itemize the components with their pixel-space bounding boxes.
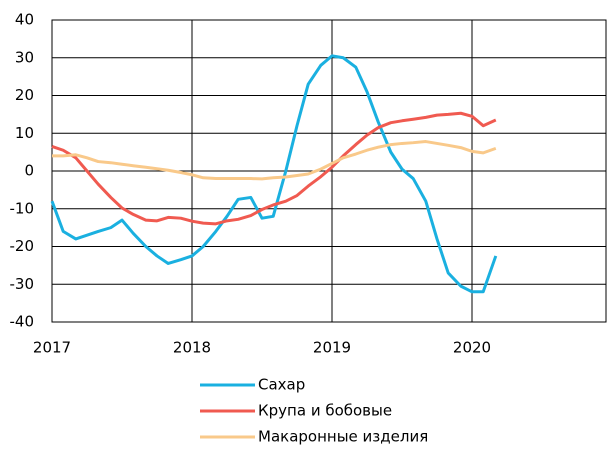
- y-tick-label: 10: [15, 124, 34, 142]
- x-tick-label: 2020: [453, 339, 491, 357]
- line: [52, 140, 497, 181]
- y-tick-label: 30: [15, 48, 34, 66]
- x-tick-label: 2019: [313, 339, 351, 357]
- y-tick-label: -10: [10, 199, 35, 217]
- line: [51, 111, 497, 226]
- line: [50, 54, 498, 294]
- y-tick-label: -30: [10, 275, 35, 293]
- y-tick-label: 0: [24, 162, 34, 180]
- x-tick-label: 2017: [33, 339, 71, 357]
- x-tick-label: 2018: [173, 339, 211, 357]
- legend-label: Макаронные изделия: [258, 428, 428, 446]
- legend-label: Крупа и бобовые: [258, 402, 392, 420]
- legend-label: Сахар: [258, 376, 305, 394]
- y-tick-label: 40: [15, 11, 34, 29]
- y-tick-label: 20: [15, 86, 34, 104]
- y-tick-label: -20: [10, 237, 35, 255]
- y-tick-label: -40: [10, 313, 35, 331]
